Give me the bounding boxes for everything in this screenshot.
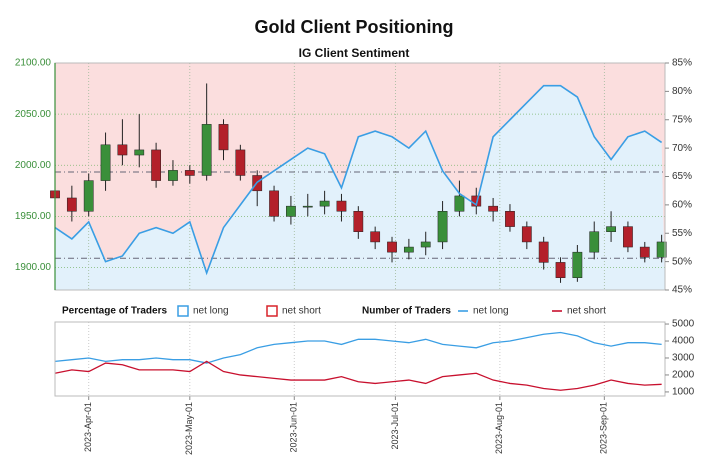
- y-tick-label: 1000: [672, 387, 695, 398]
- candle-body: [420, 241, 431, 248]
- candle-body: [505, 211, 515, 227]
- y-tick-label: 1950.00: [15, 211, 52, 222]
- y-tick-label: 2000: [672, 370, 695, 381]
- y-tick-label: 5000: [672, 319, 695, 330]
- x-tick-label: 2023-Aug-01: [494, 402, 504, 454]
- candle-body: [403, 246, 414, 253]
- sentiment-line: [54, 84, 663, 276]
- y-tick-label: 4000: [672, 336, 695, 347]
- candle-body: [168, 170, 178, 181]
- candle-body: [589, 231, 600, 253]
- y2-tick-label: 70%: [672, 143, 692, 154]
- x-tick-label: 2023-Jul-01: [390, 402, 400, 450]
- candle-body: [302, 205, 313, 208]
- candle-body: [218, 124, 229, 151]
- candle-body: [151, 149, 161, 181]
- candle-body: [623, 226, 633, 248]
- candle-body: [66, 197, 77, 212]
- y2-tick-label: 50%: [672, 256, 692, 267]
- y2-tick-label: 45%: [672, 285, 692, 296]
- legend-title: Number of Traders: [362, 306, 451, 317]
- y-tick-label: 2050.00: [15, 109, 52, 120]
- candle-body: [235, 149, 246, 176]
- candle-body: [538, 241, 549, 263]
- plot-frame: [54, 321, 666, 397]
- candle-body: [83, 180, 94, 212]
- y2-tick-label: 85%: [672, 58, 692, 69]
- series-line: [54, 331, 662, 364]
- legend-label: net short: [282, 306, 321, 317]
- chart-subtitle: IG Client Sentiment: [299, 46, 410, 60]
- x-tick-label: 2023-May-01: [184, 402, 194, 455]
- legend-title: Percentage of Traders: [62, 306, 167, 317]
- y2-tick-label: 65%: [672, 171, 692, 182]
- series-line: [54, 360, 662, 391]
- candle-body: [454, 195, 465, 212]
- legend-swatch: [266, 305, 278, 317]
- candle-body: [606, 226, 616, 232]
- y-tick-label: 3000: [672, 353, 695, 364]
- candle-body: [134, 149, 145, 156]
- candle-body: [269, 190, 279, 217]
- candle-body: [521, 226, 532, 243]
- y-tick-label: 2100.00: [15, 58, 52, 69]
- candle-body: [184, 170, 195, 176]
- candle-body: [437, 211, 448, 243]
- long-area: [55, 85, 665, 290]
- candle-body: [336, 200, 347, 212]
- candle-body: [639, 246, 650, 258]
- candle-body: [488, 205, 499, 212]
- legend-label: net short: [567, 306, 606, 317]
- x-tick-label: 2023-Sep-01: [599, 402, 609, 454]
- candle-body: [117, 144, 128, 156]
- candle-body: [286, 205, 296, 217]
- y2-tick-label: 80%: [672, 86, 692, 97]
- legend-label: net long: [193, 306, 229, 317]
- chart-title: Gold Client Positioning: [255, 17, 454, 37]
- candle-body: [201, 124, 212, 176]
- y2-tick-label: 75%: [672, 114, 692, 125]
- candle-body: [319, 200, 330, 207]
- x-tick-label: 2023-Jun-01: [289, 402, 299, 453]
- y-tick-label: 1900.00: [15, 262, 52, 273]
- candle-body: [656, 241, 667, 258]
- x-tick-label: 2023-Apr-01: [83, 402, 93, 452]
- candle-body: [353, 211, 364, 232]
- candle-body: [100, 144, 111, 181]
- candle-body: [387, 241, 397, 253]
- y2-tick-label: 60%: [672, 200, 692, 211]
- candle-body: [572, 251, 583, 278]
- legend-label: net long: [473, 306, 509, 317]
- candle-body: [555, 262, 566, 278]
- candle-body: [370, 231, 381, 243]
- y2-tick-label: 55%: [672, 228, 692, 239]
- y-tick-label: 2000.00: [15, 160, 52, 171]
- legend-swatch: [177, 305, 189, 317]
